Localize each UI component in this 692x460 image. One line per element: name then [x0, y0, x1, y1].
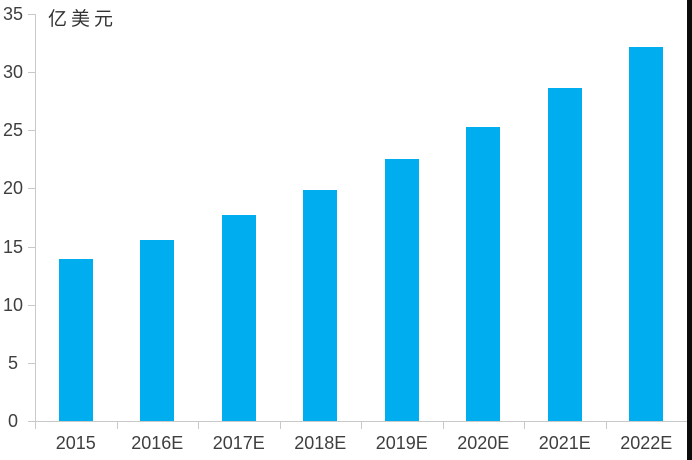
- x-axis-label-2021E: 2021E: [538, 433, 591, 453]
- bar-2015: [58, 259, 93, 421]
- x-axis-tick: [279, 422, 281, 429]
- x-axis-tick: [442, 422, 444, 429]
- y-axis-tick: [28, 14, 35, 15]
- y-axis-tick: [28, 304, 35, 306]
- y-axis-tick-label: 0: [7, 411, 18, 431]
- x-axis-label-2015: 2015: [55, 433, 96, 453]
- x-axis-tick: [35, 422, 36, 429]
- bar-2016E: [140, 239, 175, 421]
- right-edge-border: [687, 0, 692, 460]
- y-axis-tick-label: 25: [2, 120, 24, 141]
- x-axis-line: [35, 421, 687, 422]
- y-axis-tick: [28, 72, 35, 74]
- x-axis-tick: [524, 422, 525, 429]
- y-axis-tick: [28, 246, 35, 248]
- x-axis-tick: [116, 422, 118, 429]
- y-axis-tick-label: 20: [2, 178, 24, 199]
- x-axis-tick: [198, 422, 199, 429]
- bar-2021E: [547, 88, 582, 421]
- bar-2020E: [466, 126, 501, 421]
- bar-2018E: [303, 189, 338, 421]
- bar-2022E: [629, 46, 664, 421]
- x-axis-label-2022E: 2022E: [620, 433, 673, 453]
- y-axis-tick: [28, 421, 35, 422]
- y-axis-tick-label: 10: [2, 294, 24, 315]
- y-axis-tick: [28, 188, 35, 190]
- x-axis-label-2018E: 2018E: [294, 433, 347, 453]
- y-axis-tick-label: 30: [2, 62, 24, 83]
- y-axis-tick-label: 35: [2, 4, 24, 24]
- y-axis-line: [35, 14, 36, 421]
- x-axis-label-2020E: 2020E: [457, 433, 510, 453]
- x-axis-label-2017E: 2017E: [212, 433, 265, 453]
- y-axis-tick: [28, 130, 35, 132]
- x-axis-label-2016E: 2016E: [131, 433, 184, 453]
- bar-2019E: [384, 159, 419, 421]
- y-axis-tick-label: 15: [2, 236, 24, 257]
- y-axis-unit-label: 亿美元: [48, 8, 118, 30]
- x-axis-label-2019E: 2019E: [375, 433, 428, 453]
- y-axis-tick-label: 5: [7, 352, 18, 373]
- y-axis-tick: [28, 362, 35, 364]
- bar-2017E: [221, 215, 256, 421]
- x-axis-tick: [361, 422, 362, 429]
- x-axis-tick: [605, 422, 607, 429]
